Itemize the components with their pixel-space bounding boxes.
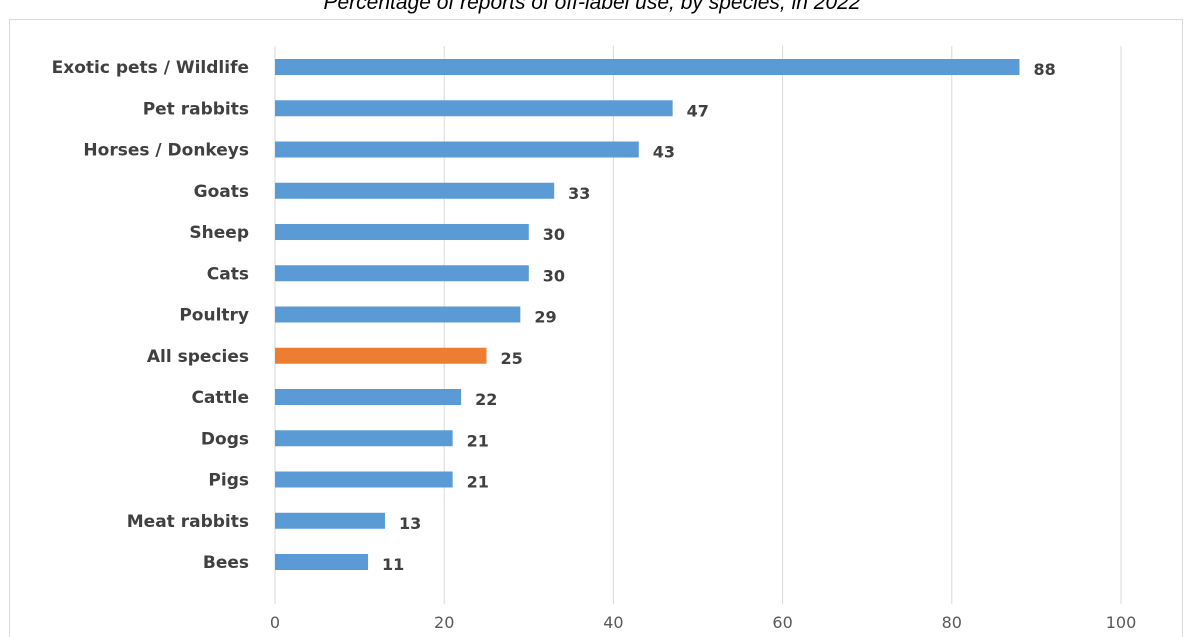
x-tick-label-4: 80 (942, 613, 962, 632)
bar-3 (275, 182, 555, 199)
category-label-2: Horses / Donkeys (83, 141, 249, 161)
x-tick-label-5: 100 (1106, 613, 1137, 632)
data-label-6: 29 (534, 308, 556, 327)
x-tick-label-2: 40 (603, 613, 623, 632)
category-label-10: Pigs (208, 471, 249, 491)
x-tick-label-1: 20 (434, 613, 454, 632)
bar-7 (275, 347, 487, 364)
data-label-1: 47 (687, 101, 709, 120)
bar-8 (275, 389, 462, 405)
category-label-7: All species (147, 347, 249, 367)
data-label-0: 88 (1033, 60, 1055, 79)
category-label-1: Pet rabbits (143, 99, 249, 119)
bar-2 (275, 141, 639, 158)
category-label-5: Cats (207, 264, 249, 284)
labels: 0 20 40 60 80 100 Exotic pets / Wildlife 88 Pet … (52, 58, 1137, 632)
category-label-6: Poultry (179, 306, 249, 326)
data-label-9: 21 (467, 431, 489, 450)
bar-1 (275, 100, 673, 117)
bars (275, 59, 1020, 570)
data-label-7: 25 (501, 349, 523, 368)
category-label-3: Goats (194, 182, 249, 202)
bar-12 (275, 554, 369, 570)
bar-6 (275, 306, 521, 323)
category-label-12: Bees (203, 553, 249, 573)
data-label-2: 43 (653, 143, 675, 162)
gridlines (274, 46, 1122, 604)
data-label-8: 22 (475, 390, 497, 409)
bar-11 (275, 512, 385, 529)
category-label-9: Dogs (201, 429, 249, 449)
data-label-4: 30 (543, 225, 565, 244)
data-label-11: 13 (399, 514, 421, 533)
data-label-12: 11 (382, 555, 404, 574)
bar-5 (275, 265, 529, 282)
x-tick-label-0: 0 (270, 613, 280, 632)
data-label-5: 30 (543, 266, 565, 285)
category-label-0: Exotic pets / Wildlife (52, 58, 249, 78)
category-label-8: Cattle (191, 388, 249, 408)
bar-10 (275, 471, 453, 488)
x-tick-label-3: 60 (772, 613, 792, 632)
bar-9 (275, 430, 453, 447)
data-label-3: 33 (568, 184, 590, 203)
chart-frame (9, 19, 1183, 637)
chart-title: Percentage of reports of off-label use, … (323, 0, 861, 14)
category-label-4: Sheep (189, 223, 249, 243)
bar-0 (275, 59, 1020, 75)
bar-4 (275, 224, 529, 240)
data-label-10: 21 (467, 473, 489, 492)
category-label-11: Meat rabbits (127, 512, 249, 532)
